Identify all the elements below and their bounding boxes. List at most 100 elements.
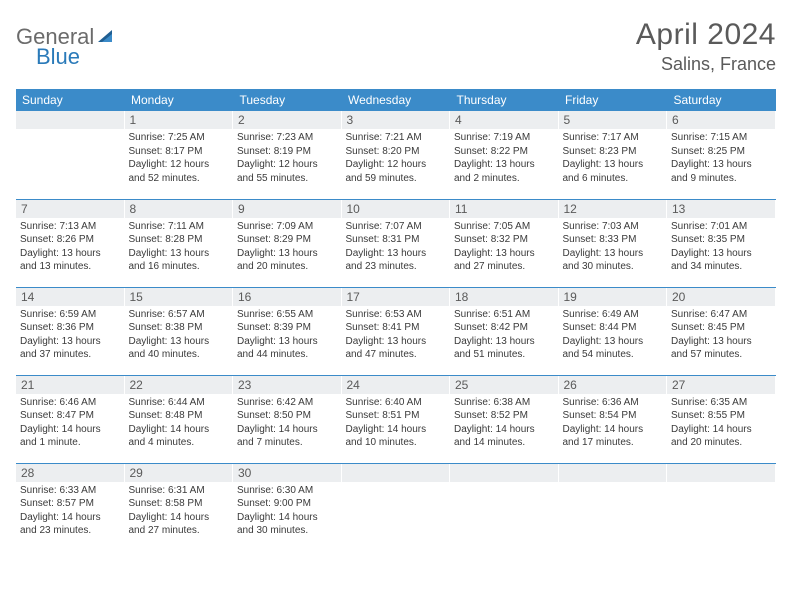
day-sunset: Sunset: 8:20 PM: [346, 145, 447, 159]
day-details: Sunrise: 6:30 AMSunset: 9:00 PMDaylight:…: [233, 482, 342, 542]
day-sunset: Sunset: 8:44 PM: [563, 321, 664, 335]
day-details: Sunrise: 6:35 AMSunset: 8:55 PMDaylight:…: [667, 394, 776, 454]
calendar-head: Sunday Monday Tuesday Wednesday Thursday…: [16, 89, 776, 111]
calendar-cell: 24Sunrise: 6:40 AMSunset: 8:51 PMDayligh…: [342, 375, 451, 463]
day-details: Sunrise: 6:53 AMSunset: 8:41 PMDaylight:…: [342, 306, 451, 366]
day-number: 5: [559, 111, 668, 129]
day-daylight1: Daylight: 14 hours: [237, 511, 338, 525]
day-number: 2: [233, 111, 342, 129]
calendar-cell: 5Sunrise: 7:17 AMSunset: 8:23 PMDaylight…: [559, 111, 668, 199]
brand-sail-icon: [96, 27, 114, 45]
day-sunrise: Sunrise: 7:19 AM: [454, 131, 555, 145]
day-daylight1: Daylight: 14 hours: [20, 423, 121, 437]
day-daylight1: Daylight: 14 hours: [346, 423, 447, 437]
day-sunset: Sunset: 8:58 PM: [129, 497, 230, 511]
day-details: Sunrise: 7:21 AMSunset: 8:20 PMDaylight:…: [342, 129, 451, 189]
day-number: [16, 111, 125, 129]
day-daylight2: and 30 minutes.: [563, 260, 664, 274]
day-daylight2: and 9 minutes.: [671, 172, 772, 186]
day-daylight1: Daylight: 13 hours: [20, 335, 121, 349]
dayheader-sat: Saturday: [667, 89, 776, 111]
day-details: Sunrise: 7:11 AMSunset: 8:28 PMDaylight:…: [125, 218, 234, 278]
calendar-row: 28Sunrise: 6:33 AMSunset: 8:57 PMDayligh…: [16, 463, 776, 551]
day-number: [342, 464, 451, 482]
day-number: 20: [667, 288, 776, 306]
day-daylight2: and 44 minutes.: [237, 348, 338, 362]
day-daylight1: Daylight: 13 hours: [20, 247, 121, 261]
day-number: 4: [450, 111, 559, 129]
day-sunset: Sunset: 8:26 PM: [20, 233, 121, 247]
day-number: 16: [233, 288, 342, 306]
day-number: 21: [16, 376, 125, 394]
dayheader-mon: Monday: [125, 89, 234, 111]
day-details: Sunrise: 7:09 AMSunset: 8:29 PMDaylight:…: [233, 218, 342, 278]
day-daylight1: Daylight: 13 hours: [346, 335, 447, 349]
day-daylight2: and 14 minutes.: [454, 436, 555, 450]
day-number: 3: [342, 111, 451, 129]
dayheader-thu: Thursday: [450, 89, 559, 111]
day-sunrise: Sunrise: 7:15 AM: [671, 131, 772, 145]
day-details: Sunrise: 7:01 AMSunset: 8:35 PMDaylight:…: [667, 218, 776, 278]
calendar-cell: 1Sunrise: 7:25 AMSunset: 8:17 PMDaylight…: [125, 111, 234, 199]
day-sunrise: Sunrise: 7:17 AM: [563, 131, 664, 145]
calendar-cell: 20Sunrise: 6:47 AMSunset: 8:45 PMDayligh…: [667, 287, 776, 375]
day-details: Sunrise: 6:42 AMSunset: 8:50 PMDaylight:…: [233, 394, 342, 454]
day-sunset: Sunset: 8:29 PM: [237, 233, 338, 247]
day-sunrise: Sunrise: 6:49 AM: [563, 308, 664, 322]
day-sunset: Sunset: 8:47 PM: [20, 409, 121, 423]
day-daylight2: and 57 minutes.: [671, 348, 772, 362]
day-number: [559, 464, 668, 482]
day-sunset: Sunset: 8:55 PM: [671, 409, 772, 423]
day-daylight1: Daylight: 13 hours: [563, 158, 664, 172]
page-title: April 2024: [636, 18, 776, 52]
day-sunrise: Sunrise: 6:55 AM: [237, 308, 338, 322]
day-sunrise: Sunrise: 6:44 AM: [129, 396, 230, 410]
day-number: 10: [342, 200, 451, 218]
day-sunrise: Sunrise: 7:23 AM: [237, 131, 338, 145]
day-daylight1: Daylight: 14 hours: [671, 423, 772, 437]
calendar-cell: 7Sunrise: 7:13 AMSunset: 8:26 PMDaylight…: [16, 199, 125, 287]
calendar-cell: 3Sunrise: 7:21 AMSunset: 8:20 PMDaylight…: [342, 111, 451, 199]
calendar-cell: 26Sunrise: 6:36 AMSunset: 8:54 PMDayligh…: [559, 375, 668, 463]
day-sunset: Sunset: 9:00 PM: [237, 497, 338, 511]
day-sunrise: Sunrise: 6:31 AM: [129, 484, 230, 498]
day-sunrise: Sunrise: 6:46 AM: [20, 396, 121, 410]
day-details: Sunrise: 6:31 AMSunset: 8:58 PMDaylight:…: [125, 482, 234, 542]
day-sunset: Sunset: 8:19 PM: [237, 145, 338, 159]
day-details: Sunrise: 7:23 AMSunset: 8:19 PMDaylight:…: [233, 129, 342, 189]
calendar-cell: [342, 463, 451, 551]
dayheader-wed: Wednesday: [342, 89, 451, 111]
calendar-cell: 10Sunrise: 7:07 AMSunset: 8:31 PMDayligh…: [342, 199, 451, 287]
day-details: Sunrise: 6:33 AMSunset: 8:57 PMDaylight:…: [16, 482, 125, 542]
day-details: Sunrise: 7:13 AMSunset: 8:26 PMDaylight:…: [16, 218, 125, 278]
day-number: 15: [125, 288, 234, 306]
day-sunrise: Sunrise: 6:53 AM: [346, 308, 447, 322]
header: General April 2024 Salins, France: [16, 18, 776, 75]
day-sunset: Sunset: 8:51 PM: [346, 409, 447, 423]
day-daylight1: Daylight: 13 hours: [454, 247, 555, 261]
day-details: Sunrise: 7:05 AMSunset: 8:32 PMDaylight:…: [450, 218, 559, 278]
location-label: Salins, France: [636, 54, 776, 75]
day-daylight2: and 13 minutes.: [20, 260, 121, 274]
day-number: 13: [667, 200, 776, 218]
day-sunset: Sunset: 8:22 PM: [454, 145, 555, 159]
day-sunset: Sunset: 8:35 PM: [671, 233, 772, 247]
calendar-cell: 28Sunrise: 6:33 AMSunset: 8:57 PMDayligh…: [16, 463, 125, 551]
calendar-cell: 13Sunrise: 7:01 AMSunset: 8:35 PMDayligh…: [667, 199, 776, 287]
day-daylight1: Daylight: 13 hours: [454, 335, 555, 349]
day-details: Sunrise: 6:36 AMSunset: 8:54 PMDaylight:…: [559, 394, 668, 454]
day-sunrise: Sunrise: 6:59 AM: [20, 308, 121, 322]
day-number: 30: [233, 464, 342, 482]
calendar-cell: 12Sunrise: 7:03 AMSunset: 8:33 PMDayligh…: [559, 199, 668, 287]
day-daylight2: and 6 minutes.: [563, 172, 664, 186]
day-sunrise: Sunrise: 7:21 AM: [346, 131, 447, 145]
day-sunrise: Sunrise: 6:57 AM: [129, 308, 230, 322]
day-number: 19: [559, 288, 668, 306]
day-number: 27: [667, 376, 776, 394]
day-details: Sunrise: 6:57 AMSunset: 8:38 PMDaylight:…: [125, 306, 234, 366]
day-sunrise: Sunrise: 6:33 AM: [20, 484, 121, 498]
day-number: [450, 464, 559, 482]
day-sunset: Sunset: 8:57 PM: [20, 497, 121, 511]
calendar-cell: 8Sunrise: 7:11 AMSunset: 8:28 PMDaylight…: [125, 199, 234, 287]
calendar-cell: 15Sunrise: 6:57 AMSunset: 8:38 PMDayligh…: [125, 287, 234, 375]
